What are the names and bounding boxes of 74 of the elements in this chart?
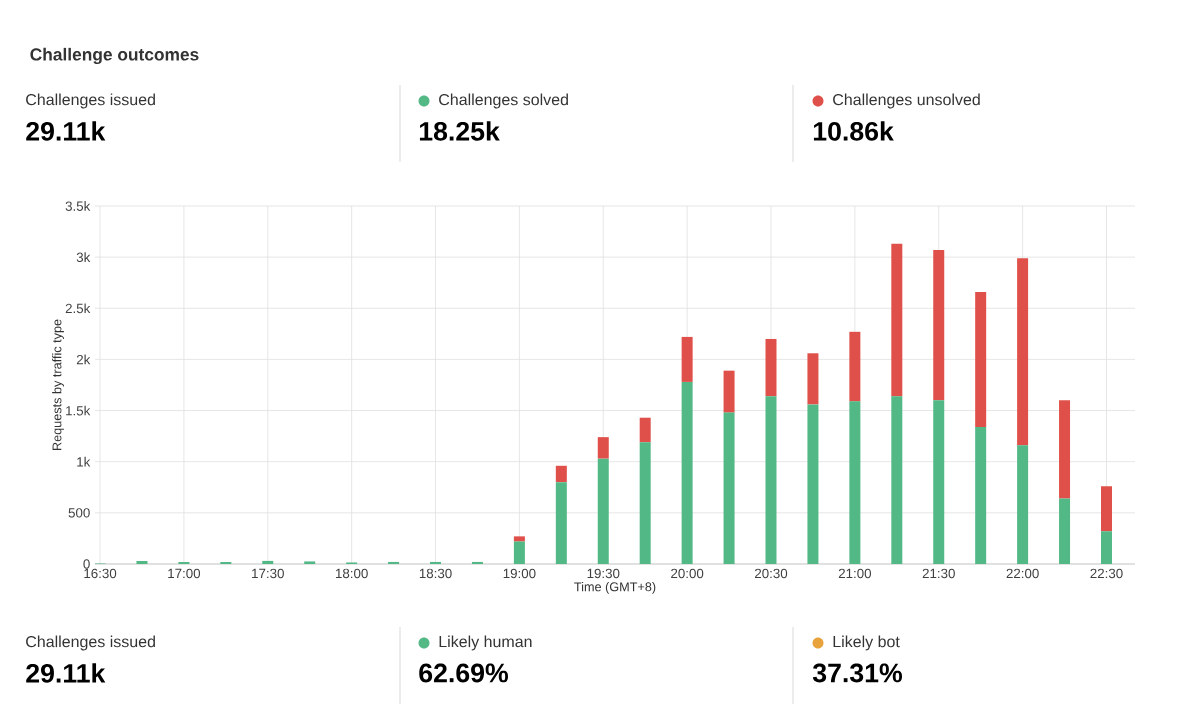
- x-tick-label: 21:30: [922, 568, 955, 579]
- bar: [723, 412, 735, 564]
- bar: [849, 401, 861, 564]
- bar: [304, 561, 316, 564]
- bar: [1059, 498, 1071, 564]
- y-tick-label: 1k: [77, 456, 91, 467]
- bar: [639, 417, 651, 443]
- y-tick-label: 3k: [76, 252, 91, 263]
- text: Challenges issued: [26, 635, 155, 651]
- bar: [933, 249, 945, 401]
- y-tick-label: 1.5k: [66, 405, 91, 416]
- bar: [1100, 531, 1112, 564]
- legend-label: Challenges unsolved: [833, 93, 980, 109]
- bar: [430, 561, 442, 564]
- bar: [1059, 400, 1071, 499]
- x-tick-label: 18:00: [335, 568, 368, 579]
- x-tick-label: 19:00: [503, 568, 536, 579]
- bar: [262, 560, 274, 564]
- bar: [555, 465, 567, 483]
- y-tick-label: 2k: [76, 354, 91, 365]
- bar: [597, 437, 609, 459]
- bar: [513, 541, 525, 564]
- text: 10.86k: [813, 121, 894, 141]
- bar: [723, 370, 735, 413]
- bar: [849, 331, 861, 402]
- bar: [933, 400, 945, 564]
- x-axis-title: Time (GMT+8): [574, 581, 656, 594]
- bar: [891, 396, 903, 564]
- bar: [220, 561, 232, 564]
- y-tick-label: 0: [83, 559, 90, 569]
- x-tick-label: 17:30: [252, 568, 284, 579]
- bar: [513, 536, 525, 542]
- y-tick-label: 3.5k: [65, 201, 91, 211]
- text: Likely human: [439, 635, 532, 651]
- bar: [681, 381, 693, 564]
- chart-title: Challenge outcomes: [30, 47, 199, 65]
- bar: [555, 482, 567, 564]
- bar: [807, 404, 819, 564]
- bar: [597, 458, 609, 564]
- bar: [388, 561, 400, 564]
- y-tick-label: 500: [68, 508, 90, 518]
- x-tick-label: 22:30: [1090, 568, 1123, 579]
- bar: [1017, 258, 1029, 446]
- bar: [807, 353, 819, 405]
- bar: [765, 338, 777, 397]
- x-tick-label: 20:00: [671, 568, 704, 579]
- bar: [681, 336, 693, 382]
- x-tick-label: 21:00: [838, 568, 872, 579]
- x-tick-label: 17:00: [168, 568, 201, 579]
- text: 62.69%: [419, 663, 508, 683]
- bar: [765, 396, 777, 564]
- bar: [471, 561, 483, 564]
- x-tick-label: 18:30: [419, 568, 452, 579]
- x-tick-label: 22:00: [1006, 568, 1039, 579]
- bar: [1100, 486, 1112, 532]
- bar: [178, 561, 190, 564]
- x-tick-label: 19:30: [587, 568, 620, 579]
- text: 29.11k: [26, 121, 106, 141]
- bar: [891, 243, 903, 397]
- bar: [1017, 445, 1029, 564]
- bar: [975, 291, 987, 427]
- text: 18.25k: [419, 121, 500, 141]
- text: Likely bot: [833, 635, 900, 651]
- bar: [136, 560, 148, 564]
- x-tick-label: 16:30: [84, 568, 117, 579]
- text: 29.11k: [26, 663, 106, 683]
- y-tick-label: 2.5k: [65, 303, 91, 314]
- y-axis-title: Requests by traffic type: [52, 319, 64, 450]
- bar: [975, 426, 987, 564]
- bar: [639, 442, 651, 564]
- x-tick-label: 20:30: [754, 568, 788, 579]
- text: Challenges issued: [26, 93, 155, 109]
- text: 37.31%: [812, 663, 902, 683]
- legend-label: Challenges solved: [439, 93, 568, 109]
